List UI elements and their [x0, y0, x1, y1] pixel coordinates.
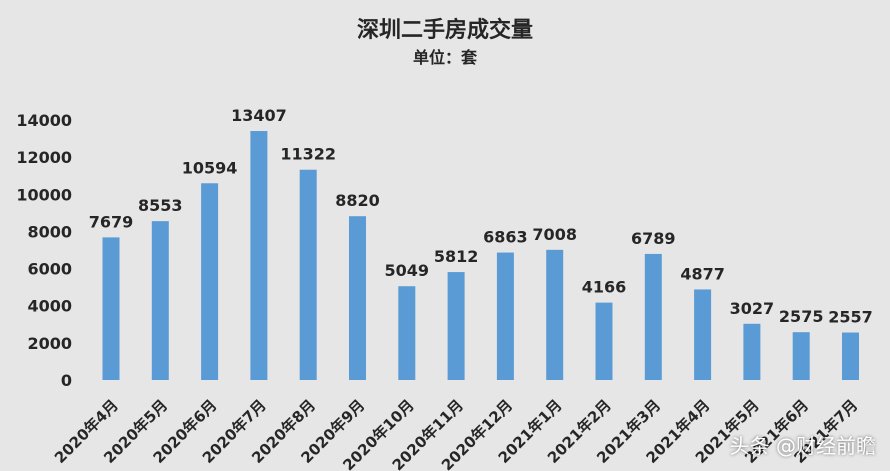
- y-tick-label: 4000: [27, 297, 72, 316]
- bar: [102, 237, 120, 380]
- data-label: 2557: [828, 308, 873, 327]
- data-label: 8553: [138, 196, 183, 215]
- y-tick-label: 6000: [27, 260, 72, 279]
- bar: [842, 332, 859, 380]
- bar: [299, 169, 317, 380]
- bar: [151, 221, 169, 380]
- data-label: 5812: [434, 247, 479, 266]
- bar: [496, 252, 514, 380]
- data-label: 13407: [231, 106, 287, 125]
- bar: [792, 332, 810, 380]
- chart-subtitle: 单位：套: [412, 48, 477, 67]
- bar: [250, 131, 268, 380]
- data-label: 5049: [385, 261, 430, 280]
- bar: [398, 286, 416, 380]
- data-label: 4166: [582, 278, 627, 297]
- y-tick-label: 12000: [16, 148, 72, 167]
- y-tick-label: 8000: [27, 222, 72, 241]
- bar: [743, 323, 761, 380]
- bar: [595, 302, 613, 380]
- bar: [447, 272, 465, 380]
- y-tick-label: 0: [61, 371, 72, 390]
- y-tick-label: 10000: [16, 185, 72, 204]
- y-tick-label: 14000: [16, 111, 72, 130]
- chart-title: 深圳二手房成交量: [356, 18, 533, 43]
- data-label: 11322: [280, 145, 336, 164]
- bar: [349, 216, 366, 380]
- y-tick-label: 2000: [27, 334, 72, 353]
- data-label: 4877: [680, 264, 725, 283]
- bar: [546, 249, 564, 380]
- data-label: 8820: [335, 191, 380, 210]
- bar: [201, 183, 219, 380]
- data-label: 6789: [631, 229, 676, 248]
- bar: [644, 253, 662, 380]
- bar: [694, 289, 712, 380]
- data-label: 6863: [483, 228, 528, 247]
- watermark: 头条 @财经前瞻: [729, 434, 876, 458]
- data-label: 2575: [779, 307, 824, 326]
- data-label: 7679: [89, 212, 134, 231]
- data-label: 7008: [532, 225, 577, 244]
- data-label: 3027: [730, 299, 775, 318]
- data-label: 10594: [182, 158, 238, 177]
